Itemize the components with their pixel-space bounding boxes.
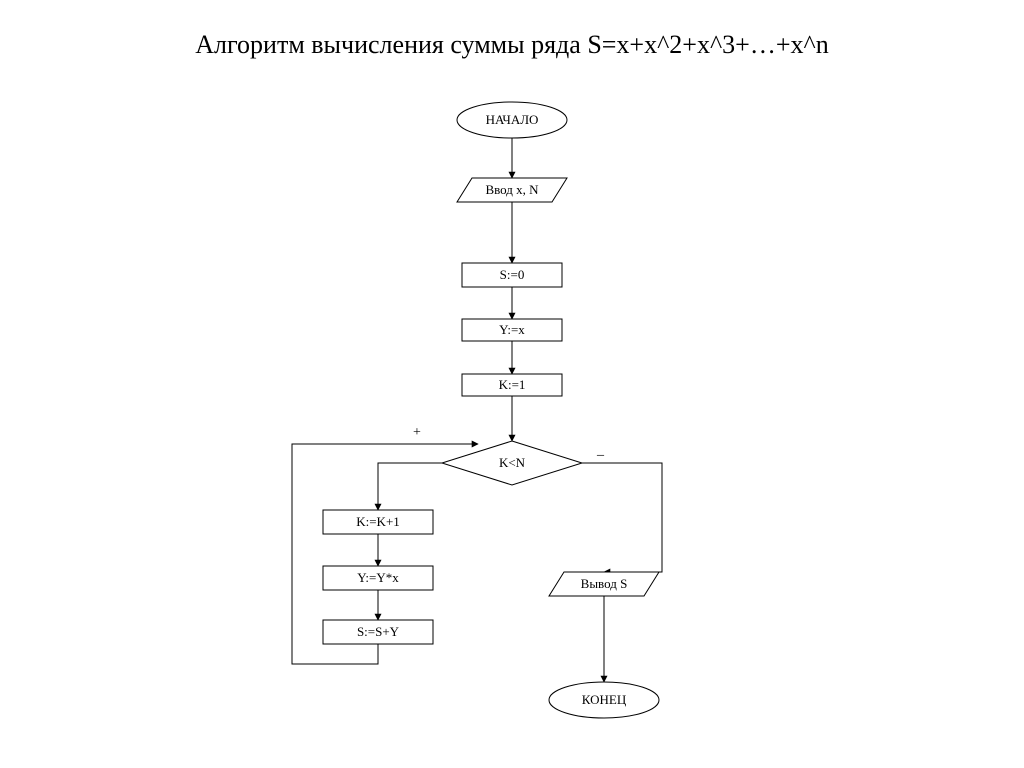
node-label-yyx: Y:=Y*x: [357, 570, 399, 585]
node-label-yx: Y:=x: [499, 322, 525, 337]
edge: [582, 463, 662, 572]
node-label-start: НАЧАЛО: [486, 112, 539, 127]
node-label-kk1: K:=K+1: [356, 514, 400, 529]
flowchart-canvas: + _ НАЧАЛО Ввод x, N S:=0 Y:=x K:=1 K<N K:=K+1 Y:…: [0, 0, 1024, 768]
node-label-ssy: S:=S+Y: [357, 624, 400, 639]
node-label-dec: K<N: [499, 455, 526, 470]
edge: [378, 463, 442, 510]
node-label-k1: K:=1: [499, 377, 526, 392]
node-label-end: КОНЕЦ: [582, 692, 627, 707]
node-label-s0: S:=0: [500, 267, 525, 282]
node-label-output: Вывод S: [581, 576, 628, 591]
node-label-input: Ввод x, N: [485, 182, 539, 197]
edge-label: _: [596, 443, 605, 458]
edge-label: +: [413, 425, 421, 440]
